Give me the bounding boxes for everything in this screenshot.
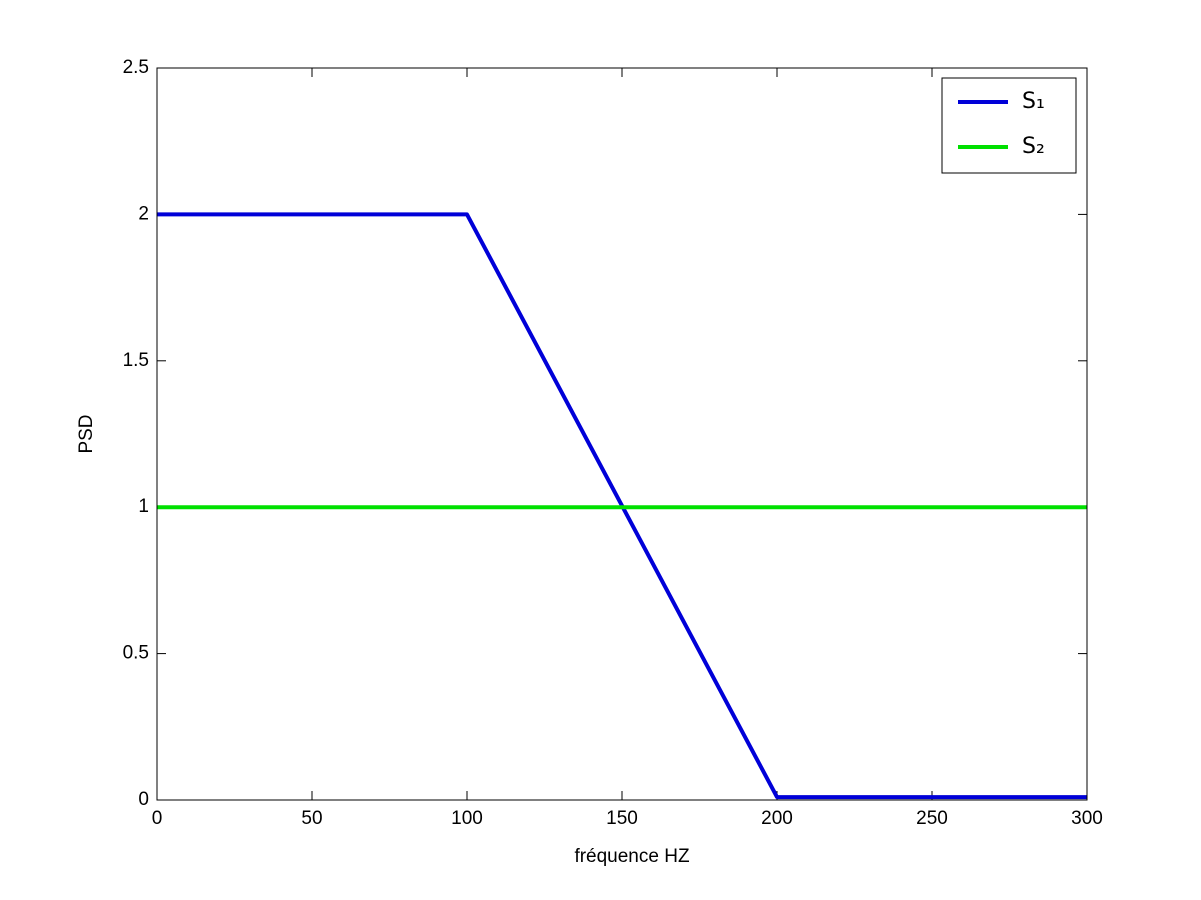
- y-tick-label: 1.5: [123, 350, 149, 371]
- axes-box: [156, 67, 1088, 801]
- y-tick-label: 2: [138, 203, 149, 224]
- legend-label: S₁: [1022, 89, 1045, 114]
- x-tick-label: 0: [152, 808, 163, 829]
- x-tick-label: 150: [606, 808, 638, 829]
- y-axis-label: PSD: [76, 414, 97, 453]
- y-tick-label: 0.5: [123, 643, 149, 664]
- x-tick-label: 100: [451, 808, 483, 829]
- legend-label: S₂: [1022, 134, 1045, 159]
- plot-area: [157, 68, 1087, 800]
- x-tick-label: 250: [916, 808, 948, 829]
- y-tick-label: 0: [138, 789, 149, 810]
- legend-box: [941, 77, 1077, 174]
- x-tick-label: 300: [1071, 808, 1103, 829]
- y-tick-label: 1: [138, 496, 149, 517]
- y-tick-label: 2.5: [123, 57, 149, 78]
- x-tick-label: 200: [761, 808, 793, 829]
- x-tick-label: 50: [301, 808, 322, 829]
- x-axis-label: fréquence HZ: [574, 846, 690, 867]
